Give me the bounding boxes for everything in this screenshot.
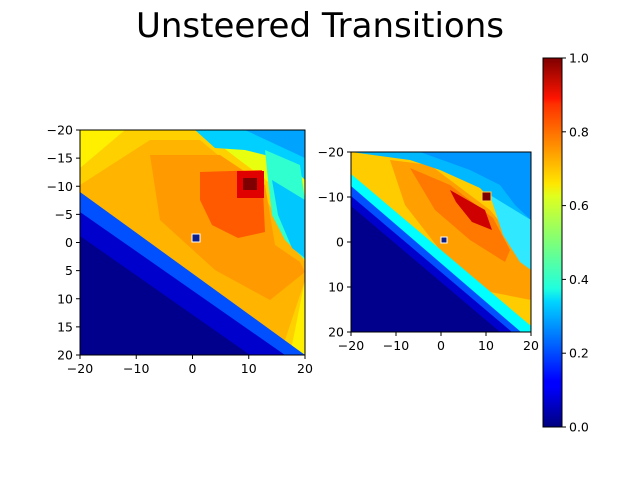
left-x-axis: −20 −10 0 10 20 (67, 355, 313, 376)
y-tick-label: 5 (65, 263, 73, 278)
x-tick-label: 20 (297, 361, 313, 376)
x-tick-label: 10 (241, 361, 257, 376)
y-tick-label: −10 (47, 179, 73, 194)
y-tick-label: −15 (47, 151, 73, 166)
x-tick-label: −10 (123, 361, 149, 376)
x-tick-label: 10 (478, 338, 494, 353)
right-goal-marker (481, 191, 492, 202)
colorbar-axis: 0.0 0.2 0.4 0.6 0.8 1.0 (562, 51, 589, 435)
left-goal-marker (237, 171, 264, 198)
left-start-marker (191, 233, 201, 243)
right-start-marker (440, 236, 448, 244)
y-tick-label: 10 (328, 280, 344, 295)
right-x-axis: −20 −10 0 10 20 (338, 332, 539, 353)
colorbar-tick-label: 0.6 (569, 198, 589, 213)
chart-title: Unsteered Transitions (136, 6, 504, 46)
colorbar-tick-label: 0.4 (569, 272, 589, 287)
colorbar (542, 57, 563, 428)
x-tick-label: 0 (437, 338, 445, 353)
y-tick-label: −5 (55, 207, 73, 222)
x-tick-label: −20 (67, 361, 93, 376)
colorbar-tick-label: 0.0 (569, 420, 589, 435)
y-tick-label: 0 (65, 235, 73, 250)
x-tick-label: 20 (523, 338, 539, 353)
x-tick-label: −20 (338, 338, 364, 353)
colorbar-tick-label: 1.0 (569, 51, 589, 66)
right-y-axis: −20 −10 0 10 20 (318, 145, 351, 340)
y-tick-label: 15 (57, 319, 73, 334)
y-tick-label: 20 (328, 325, 344, 340)
y-tick-label: −20 (47, 123, 73, 138)
colorbar-tick-label: 0.2 (569, 346, 589, 361)
colorbar-tick-label: 0.8 (569, 124, 589, 139)
y-tick-label: 10 (57, 291, 73, 306)
y-tick-label: −20 (318, 145, 344, 160)
x-tick-label: −10 (383, 338, 409, 353)
y-tick-label: 20 (57, 348, 73, 363)
y-tick-label: −10 (318, 190, 344, 205)
left-y-axis: −20 −15 −10 −5 0 5 10 15 20 (47, 123, 80, 363)
x-tick-label: 0 (189, 361, 197, 376)
y-tick-label: 0 (336, 235, 344, 250)
